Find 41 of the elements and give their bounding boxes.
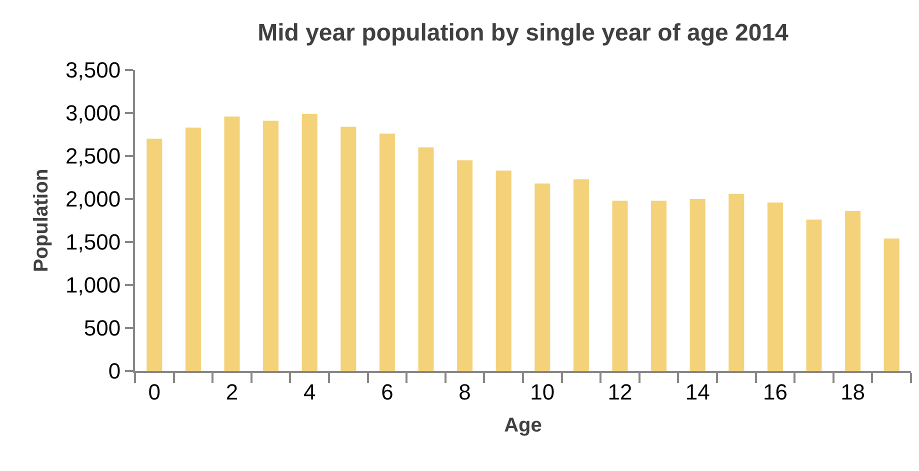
bar — [884, 238, 900, 371]
x-tick-label: 10 — [530, 379, 555, 404]
bar — [806, 220, 822, 371]
bar — [379, 134, 395, 371]
y-tick-label: 2,000 — [66, 186, 121, 212]
bar — [612, 200, 628, 371]
y-tick-label: 3,500 — [66, 58, 121, 83]
x-tick-label: 16 — [762, 379, 788, 404]
bar — [573, 179, 589, 371]
bar — [340, 126, 356, 371]
x-tick-label: 14 — [685, 379, 710, 404]
chart-title: Mid year population by single year of age 2014 — [258, 19, 790, 46]
bar — [302, 114, 318, 371]
bar — [418, 147, 434, 371]
x-tick-label: 18 — [840, 379, 866, 404]
bar — [651, 200, 667, 371]
y-tick-label: 3,000 — [66, 100, 121, 126]
x-tick-label: 8 — [458, 379, 471, 404]
y-tick-label: 1,000 — [66, 272, 121, 298]
y-tick-label: 500 — [84, 316, 121, 341]
x-tick-label: 0 — [148, 379, 161, 404]
bar — [457, 160, 473, 371]
bar — [728, 194, 744, 371]
x-tick-label: 2 — [226, 379, 238, 404]
x-axis-title: Age — [504, 414, 542, 436]
bar — [496, 170, 512, 371]
y-tick-label: 0 — [108, 358, 121, 384]
bar — [845, 211, 861, 371]
x-tick-label: 4 — [303, 379, 316, 404]
bar — [534, 184, 550, 371]
y-tick-label: 2,500 — [66, 144, 121, 169]
bar — [690, 199, 706, 371]
y-tick-label: 1,500 — [66, 230, 121, 255]
bar — [146, 138, 162, 371]
x-tick-label: 6 — [381, 379, 394, 404]
bar — [185, 128, 201, 371]
bar — [263, 120, 279, 371]
bar — [224, 116, 240, 371]
y-axis-title: Population — [30, 168, 53, 272]
bar — [767, 202, 783, 371]
x-tick-label: 12 — [608, 379, 632, 404]
